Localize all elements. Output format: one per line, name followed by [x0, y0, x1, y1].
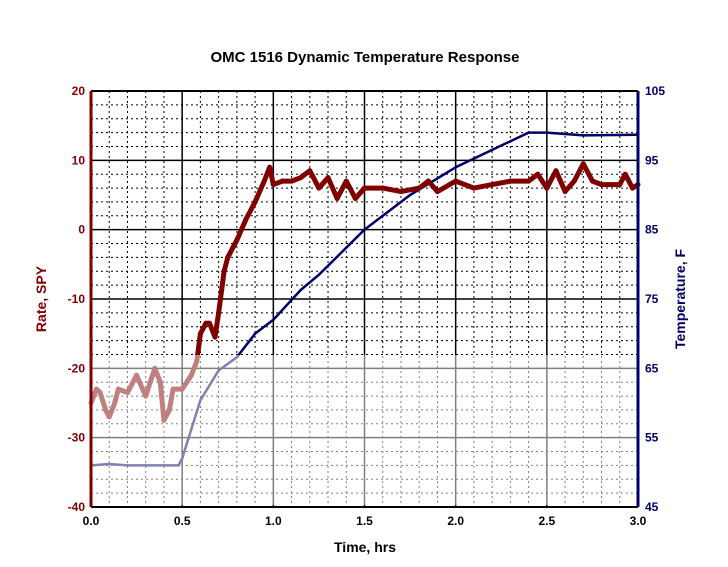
rate-point — [225, 254, 231, 260]
temperature-point — [317, 273, 321, 277]
x-axis-label: Time, hrs — [334, 539, 396, 555]
x-tick-label: 1.5 — [356, 514, 373, 528]
rate-point — [398, 189, 404, 195]
temperature-point — [253, 332, 257, 335]
y2-axis-label: Temperature, F — [672, 249, 688, 350]
x-tick-label: 2.5 — [538, 514, 555, 528]
y2-tick-label: 85 — [645, 223, 659, 237]
rate-point — [630, 185, 636, 191]
tick-labels: 0.0 0.5 1.0 1.5 2.0 2.5 3.0 20 10 0 -10 -20 -30 -40 10… — [68, 84, 666, 528]
x-tick-label: 1.0 — [265, 514, 282, 528]
rate-point — [416, 185, 422, 191]
y-tick-label: -30 — [68, 431, 86, 445]
rate-point — [267, 164, 273, 170]
y2-tick-label: 75 — [645, 292, 659, 306]
rate-point — [589, 178, 595, 184]
rate-point — [535, 171, 541, 177]
y2-tick-label: 45 — [645, 500, 659, 514]
rate-point — [234, 237, 240, 243]
rate-point — [489, 182, 495, 188]
rate-point — [203, 320, 209, 326]
temperature-point — [272, 318, 275, 322]
temperature-point — [363, 228, 366, 231]
rate-point — [562, 189, 568, 195]
temperature-point — [299, 288, 302, 292]
chart-title: OMC 1516 Dynamic Temperature Response — [210, 49, 519, 66]
rate-point — [434, 189, 440, 195]
temperature-point — [527, 131, 530, 134]
rate-point — [216, 310, 222, 316]
axes — [89, 90, 640, 508]
y-tick-label: 0 — [78, 223, 85, 237]
rate-point — [599, 182, 605, 188]
y-tick-label: -20 — [68, 361, 86, 375]
temperature-point — [582, 134, 585, 137]
rate-point — [553, 168, 559, 174]
rate-point — [325, 175, 331, 181]
rate-point — [526, 178, 532, 184]
rate-point — [307, 168, 313, 174]
rate-point — [380, 185, 386, 191]
rate-point — [261, 178, 267, 184]
rate-point — [279, 178, 285, 184]
rate-point — [507, 178, 513, 184]
watermark-overlay — [60, 355, 680, 505]
rate-point — [270, 182, 276, 188]
rate-point — [221, 268, 227, 274]
rate-point — [343, 178, 349, 184]
rate-point — [207, 320, 213, 326]
rate-point — [622, 171, 628, 177]
y2-tick-label: 65 — [645, 361, 659, 375]
y2-tick-label: 105 — [645, 84, 665, 98]
rate-point — [298, 175, 304, 181]
temperature-point — [408, 193, 412, 197]
rate-point — [334, 195, 340, 201]
y-tick-label: 20 — [72, 84, 86, 98]
x-tick-label: 3.0 — [630, 514, 647, 528]
rate-point — [617, 182, 623, 188]
x-tick-label: 0.0 — [83, 514, 100, 528]
rate-point — [316, 185, 322, 191]
rate-point — [471, 185, 477, 191]
x-tick-label: 2.0 — [447, 514, 464, 528]
temperature-point — [454, 165, 457, 169]
rate-point — [197, 331, 203, 337]
rate-point — [362, 185, 367, 191]
rate-point — [571, 178, 577, 184]
x-tick-label: 0.5 — [174, 514, 191, 528]
rate-point — [544, 185, 550, 191]
y-tick-label: 10 — [72, 153, 86, 167]
rate-point — [289, 178, 295, 184]
y-axis-label: Rate, SPY — [33, 265, 49, 332]
rate-point — [453, 178, 459, 184]
y-tick-label: -40 — [68, 500, 86, 514]
y2-tick-label: 55 — [645, 431, 659, 445]
y2-tick-label: 95 — [645, 153, 659, 167]
temperature-point — [545, 131, 549, 134]
rate-point — [425, 178, 431, 184]
rate-point — [580, 161, 586, 167]
rate-point — [212, 334, 218, 340]
rate-point — [352, 195, 358, 201]
y-tick-label: -10 — [68, 292, 86, 306]
rate-point — [243, 216, 249, 222]
temperature-point — [490, 148, 494, 152]
rate-point — [252, 199, 258, 205]
